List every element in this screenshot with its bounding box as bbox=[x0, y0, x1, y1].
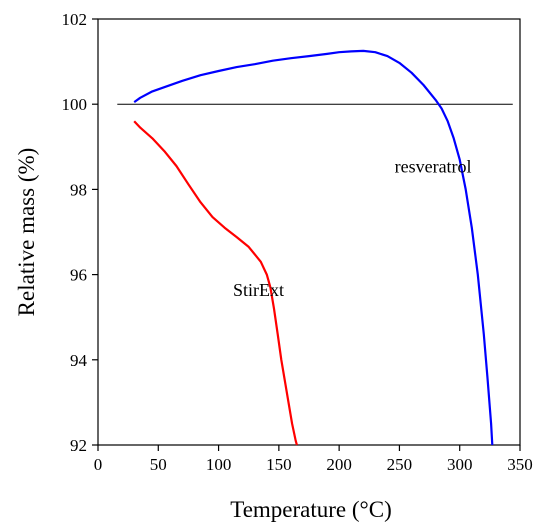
y-tick-label: 98 bbox=[70, 180, 87, 199]
plot-area: 0 50 100 150 200 250 300 350 92 94 96 98 100 102 resve… bbox=[62, 10, 533, 474]
y-axis-title: Relative mass (%) bbox=[14, 148, 39, 317]
x-axis-title: Temperature (°C) bbox=[230, 497, 391, 522]
x-tick-label: 150 bbox=[266, 455, 292, 474]
plot-frame bbox=[97, 18, 521, 446]
resveratrol-annotation: resveratrol bbox=[395, 156, 472, 176]
y-tick-label: 102 bbox=[62, 10, 88, 29]
y-tick-label: 96 bbox=[70, 266, 87, 285]
x-tick-label: 200 bbox=[326, 455, 352, 474]
y-tick-label: 100 bbox=[62, 95, 88, 114]
resveratrol-line bbox=[133, 49, 494, 446]
stirext-annotation: StirExt bbox=[233, 280, 284, 300]
x-tick-label: 350 bbox=[507, 455, 533, 474]
x-tick-label: 50 bbox=[150, 455, 167, 474]
x-tick-label: 100 bbox=[206, 455, 232, 474]
x-tick-label: 300 bbox=[447, 455, 473, 474]
y-tick-label: 92 bbox=[70, 436, 87, 455]
x-tick-label: 250 bbox=[387, 455, 413, 474]
y-tick-label: 94 bbox=[70, 351, 88, 370]
stirext-line bbox=[133, 120, 298, 446]
x-tick-label: 0 bbox=[94, 455, 103, 474]
